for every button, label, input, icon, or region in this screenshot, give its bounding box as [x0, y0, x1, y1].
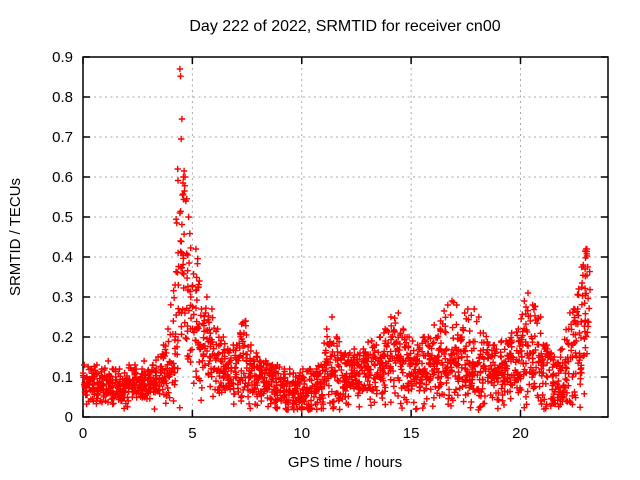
y-tick-label: 0.3: [52, 289, 73, 306]
y-axis-label: SRMTID / TECUs: [7, 178, 24, 296]
x-axis-label: GPS time / hours: [288, 454, 402, 471]
y-tick-labels: 0 0.1 0.2 0.3 0.4 0.5 0.6 0.7 0.8 0.9: [52, 49, 73, 426]
x-tick-label: 20: [512, 425, 529, 442]
axis-ticks: [82, 56, 608, 418]
y-tick-label: 0: [65, 409, 73, 426]
x-tick-labels: 0 5 10 15 20: [79, 425, 529, 442]
x-tick-label: 15: [403, 425, 420, 442]
scatter-points: [79, 65, 594, 413]
y-tick-label: 0.2: [52, 329, 73, 346]
y-tick-label: 0.6: [52, 169, 73, 186]
y-tick-label: 0.7: [52, 129, 73, 146]
y-tick-label: 0.1: [52, 369, 73, 386]
y-tick-label: 0.9: [52, 49, 73, 66]
y-tick-label: 0.8: [52, 89, 73, 106]
y-tick-label: 0.4: [52, 249, 73, 266]
plot-frame: [82, 56, 609, 418]
chart-title: Day 222 of 2022, SRMTID for receiver cn0…: [189, 18, 500, 35]
x-tick-label: 5: [188, 425, 196, 442]
y-tick-label: 0.5: [52, 209, 73, 226]
x-tick-label: 0: [79, 425, 87, 442]
x-tick-label: 10: [293, 425, 310, 442]
